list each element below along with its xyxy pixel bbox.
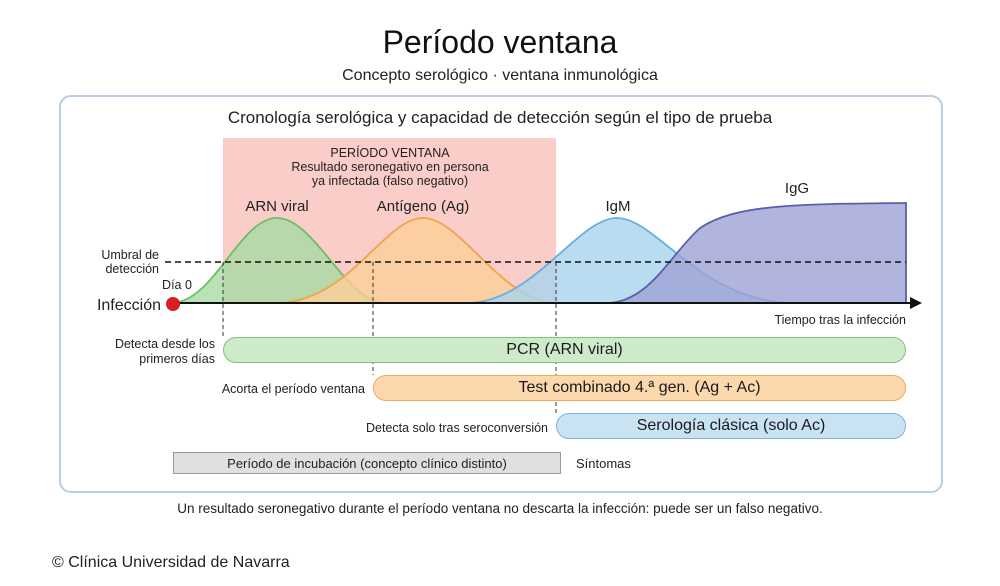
window-period-title: PERÍODO VENTANA bbox=[330, 145, 450, 160]
pcr-note-line-1: Detecta desde los bbox=[114, 337, 215, 351]
rna-viral-label: ARN viral bbox=[245, 198, 308, 215]
combo-bar-label: Test combinado 4.ª gen. (Ag + Ac) bbox=[518, 379, 761, 396]
igg-label: IgG bbox=[785, 180, 809, 197]
pcr-note: Detecta desde los primeros días bbox=[65, 337, 215, 367]
page-subtitle: Concepto serológico · ventana inmunológi… bbox=[342, 67, 658, 84]
day0-label: Día 0 bbox=[162, 278, 192, 292]
combo-test-bar: Test combinado 4.ª gen. (Ag + Ac) bbox=[373, 375, 906, 401]
page-title: Período ventana bbox=[382, 24, 618, 60]
antigen-label: Antígeno (Ag) bbox=[377, 198, 470, 215]
infection-point bbox=[166, 297, 180, 311]
sero-note: Detecta solo tras seroconversión bbox=[365, 421, 548, 435]
panel-title: Cronología serológica y capacidad de det… bbox=[227, 108, 773, 127]
igg-curve bbox=[609, 202, 907, 304]
threshold-label-1: Umbral de bbox=[101, 248, 159, 262]
axis-arrowhead bbox=[910, 297, 922, 309]
combo-note: Acorta el período ventana bbox=[221, 382, 365, 396]
x-axis-label: Tiempo tras la infección bbox=[774, 313, 906, 327]
igm-label: IgM bbox=[605, 198, 630, 215]
window-period-desc-2: ya infectada (falso negativo) bbox=[312, 174, 468, 188]
window-period-desc-1: Resultado seronegativo en persona bbox=[291, 160, 488, 174]
pcr-note-line-2: primeros días bbox=[139, 352, 215, 366]
serology-bar: Serología clásica (solo Ac) bbox=[556, 413, 906, 439]
sero-bar-label: Serología clásica (solo Ac) bbox=[636, 417, 826, 434]
incubation-period-bar: Período de incubación (concepto clínico … bbox=[173, 452, 561, 474]
incubation-label: Período de incubación (concepto clínico … bbox=[227, 455, 507, 471]
symptoms-label: Síntomas bbox=[576, 456, 631, 471]
copyright: © Clínica Universidad de Navarra bbox=[52, 554, 290, 571]
infection-label: Infección bbox=[97, 297, 161, 314]
pcr-bar-label: PCR (ARN viral) bbox=[506, 341, 623, 358]
threshold-label-2: detección bbox=[105, 262, 159, 276]
antigen-curve bbox=[279, 217, 556, 304]
pcr-bar: PCR (ARN viral) bbox=[223, 337, 906, 363]
footnote: Un resultado seronegativo durante el per… bbox=[177, 501, 823, 516]
